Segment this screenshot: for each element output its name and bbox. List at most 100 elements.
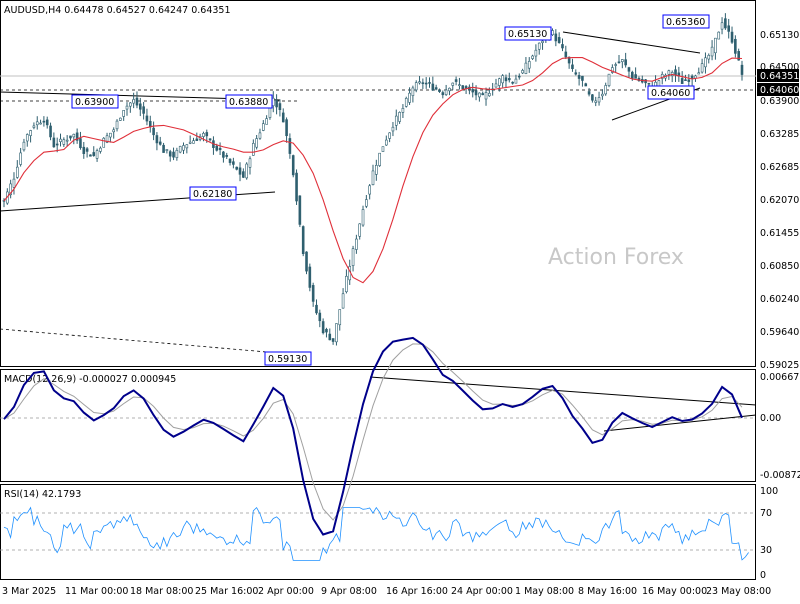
candle-body — [724, 18, 727, 29]
candle-body — [514, 78, 518, 84]
time-tick: 9 Apr 08:00 — [321, 586, 377, 597]
time-tick: 8 May 16:00 — [578, 586, 637, 597]
candle-body — [308, 266, 312, 288]
candle-body — [192, 140, 195, 144]
candle-body — [710, 46, 714, 57]
label-0.63900-text: 0.63900 — [75, 97, 114, 108]
label-0.62180: 0.62180 — [189, 186, 237, 201]
candle-body — [464, 86, 468, 89]
price-panel-frame — [0, 0, 756, 367]
candle-body — [328, 333, 332, 341]
candle-body — [281, 112, 285, 123]
macd-axis: 0.006675 0.00 -0.008724 — [760, 372, 800, 481]
candle-body — [298, 195, 302, 225]
candle-body — [424, 82, 428, 85]
price-tick: 0.60850 — [760, 261, 799, 272]
candle-body — [25, 134, 29, 142]
candle-body — [441, 92, 445, 96]
candle-body — [707, 55, 711, 60]
candle-body — [507, 78, 511, 81]
candle-body — [258, 132, 262, 139]
candle-body — [208, 138, 212, 141]
candle-body — [494, 83, 498, 88]
price-header: AUDUSD,H4 0.64478 0.64527 0.64247 0.6435… — [4, 5, 231, 16]
rsi-line — [3, 506, 749, 561]
candle-body — [255, 138, 258, 148]
candle-body — [551, 30, 554, 36]
candle-body — [504, 77, 508, 82]
candle-body — [295, 172, 298, 202]
last-price-text: 0.64351 — [760, 71, 799, 82]
candle-body — [182, 145, 185, 151]
candle-body — [418, 81, 421, 84]
time-tick: 18 Mar 08:00 — [130, 586, 193, 597]
candle-body — [228, 158, 232, 163]
candle-body — [62, 139, 66, 145]
candle-body — [12, 178, 16, 188]
candle-body — [401, 108, 405, 113]
candle-body — [152, 127, 155, 136]
candle-body — [557, 37, 561, 44]
candle-body — [285, 119, 288, 137]
candle-body — [65, 139, 69, 142]
label-0.65360-text: 0.65360 — [666, 17, 705, 28]
candle-body — [484, 92, 488, 100]
price-tick: 0.63285 — [760, 129, 799, 140]
candle-body — [411, 87, 415, 96]
candle-body — [517, 75, 521, 78]
watermark: Action Forex — [548, 245, 684, 270]
price-tick: 0.62070 — [760, 195, 799, 206]
rsi-header: RSI(14) 42.1793 — [4, 489, 81, 500]
candle-body — [388, 132, 391, 139]
label-0.63900: 0.63900 — [71, 94, 119, 109]
candle-body — [700, 63, 704, 73]
candle-body — [325, 328, 328, 333]
candle-body — [444, 89, 448, 95]
price-tick: 0.63900 — [760, 96, 799, 107]
label-0.64060: 0.64060 — [647, 85, 695, 100]
label-0.63880-text: 0.63880 — [229, 97, 268, 108]
candle-body — [398, 112, 401, 122]
candle-body — [680, 78, 684, 84]
candle-body — [235, 166, 239, 170]
candle-body — [737, 51, 740, 61]
label-0.65130: 0.65130 — [504, 26, 552, 41]
candle-body — [614, 64, 617, 66]
candle-body — [524, 62, 528, 74]
candle-body — [481, 93, 485, 96]
candle-body — [158, 141, 162, 145]
candle-body — [311, 285, 315, 302]
candle-body — [448, 87, 451, 92]
candle-body — [122, 110, 125, 117]
candle-body — [381, 146, 385, 152]
candle-body — [75, 132, 79, 141]
candle-body — [275, 100, 278, 108]
candle-body — [474, 90, 478, 96]
candle-body — [647, 82, 651, 85]
candle-body — [145, 115, 149, 122]
candle-body — [594, 100, 598, 103]
candle-body — [371, 170, 375, 185]
candle-body — [394, 115, 398, 126]
time-tick: 1 May 08:00 — [515, 586, 574, 597]
candle-body — [248, 158, 252, 168]
candle-body — [148, 120, 152, 128]
candle-body — [727, 25, 731, 32]
candle-body — [102, 137, 106, 148]
rsi-axis: 100 70 30 0 — [760, 486, 778, 581]
time-tick: 23 May 08:00 — [706, 586, 771, 597]
candle-body — [720, 22, 724, 30]
candle-body — [331, 338, 335, 342]
candle-body — [125, 105, 129, 110]
candle-body — [617, 61, 621, 64]
candle-body — [541, 40, 544, 44]
support-price-text: 0.64060 — [760, 85, 799, 96]
candle-body — [438, 90, 441, 92]
candle-body — [135, 97, 139, 106]
candle-body — [59, 138, 62, 143]
candle-body — [19, 152, 22, 165]
candle-body — [115, 120, 119, 130]
rsi-tick: 100 — [760, 486, 778, 497]
time-tick: 3 Mar 2025 — [2, 586, 56, 597]
